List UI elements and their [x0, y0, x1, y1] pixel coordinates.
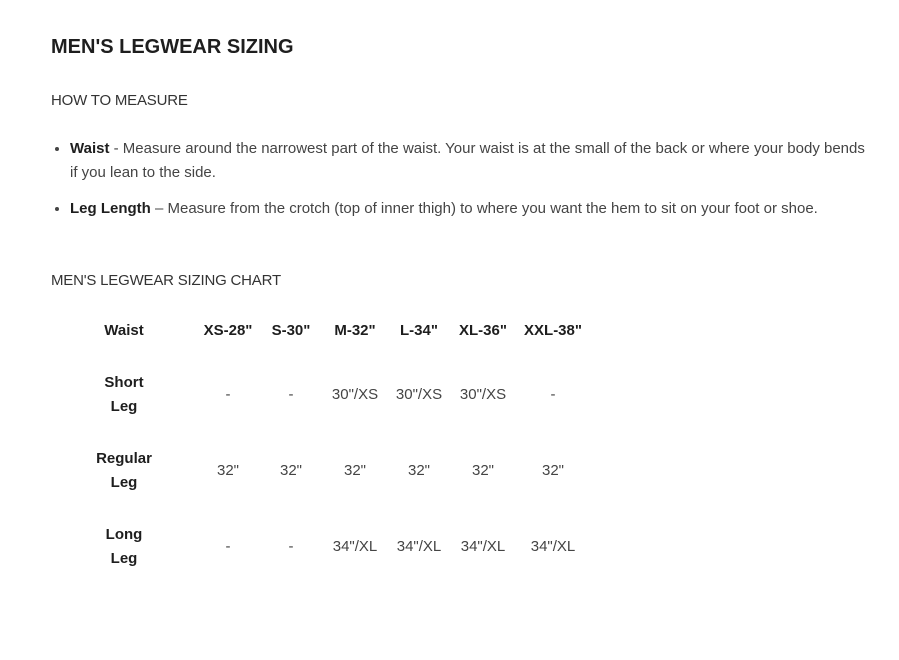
header-cell: XS-28": [203, 322, 253, 339]
table-cell: 30"/XS: [459, 386, 507, 403]
sizing-chart-heading: MEN'S LEGWEAR SIZING CHART: [51, 272, 281, 289]
term: Leg Length: [70, 200, 151, 217]
header-cell: L-34": [400, 322, 438, 339]
table-cell: 32": [343, 462, 366, 479]
table-cell: 34"/XL: [530, 538, 576, 555]
table-cell: 32": [216, 462, 239, 479]
label-line: Leg: [110, 398, 138, 415]
row-label: Short Leg: [79, 371, 169, 419]
label-line: Regular: [96, 450, 152, 467]
table-cell: -: [550, 386, 556, 403]
label-line: Short: [104, 374, 144, 391]
how-to-measure-heading: HOW TO MEASURE: [51, 92, 188, 109]
table-cell: 32": [541, 462, 564, 479]
label-line: Leg: [110, 474, 138, 491]
table-cell: 32": [279, 462, 302, 479]
list-item-waist: Waist - Measure around the narrowest par…: [70, 137, 870, 185]
table-cell: -: [288, 386, 294, 403]
table-cell: -: [288, 538, 294, 555]
table-cell: 30"/XS: [395, 386, 443, 403]
header-cell: M-32": [334, 322, 376, 339]
table-cell: 34"/XL: [460, 538, 506, 555]
description: – Measure from the crotch (top of inner …: [150, 200, 818, 217]
term: Waist: [70, 140, 110, 157]
row-label: Long Leg: [79, 523, 169, 571]
measure-list: Waist - Measure around the narrowest par…: [51, 137, 870, 233]
header-cell: Waist: [104, 322, 144, 339]
table-cell: -: [225, 538, 231, 555]
table-cell: 30"/XS: [331, 386, 379, 403]
table-cell: -: [225, 386, 231, 403]
table-cell: 32": [471, 462, 494, 479]
table-cell: 34"/XL: [332, 538, 378, 555]
row-label: Regular Leg: [79, 447, 169, 495]
table-cell: 34"/XL: [396, 538, 442, 555]
header-cell: S-30": [271, 322, 311, 339]
label-line: Leg: [110, 550, 138, 567]
description: - Measure around the narrowest part of t…: [70, 140, 865, 181]
page-title: MEN'S LEGWEAR SIZING: [51, 36, 294, 58]
list-item-leg-length: Leg Length – Measure from the crotch (to…: [70, 197, 870, 221]
table-cell: 32": [407, 462, 430, 479]
label-line: Long: [105, 526, 143, 543]
header-cell: XXL-38": [524, 322, 582, 339]
header-cell: XL-36": [459, 322, 507, 339]
